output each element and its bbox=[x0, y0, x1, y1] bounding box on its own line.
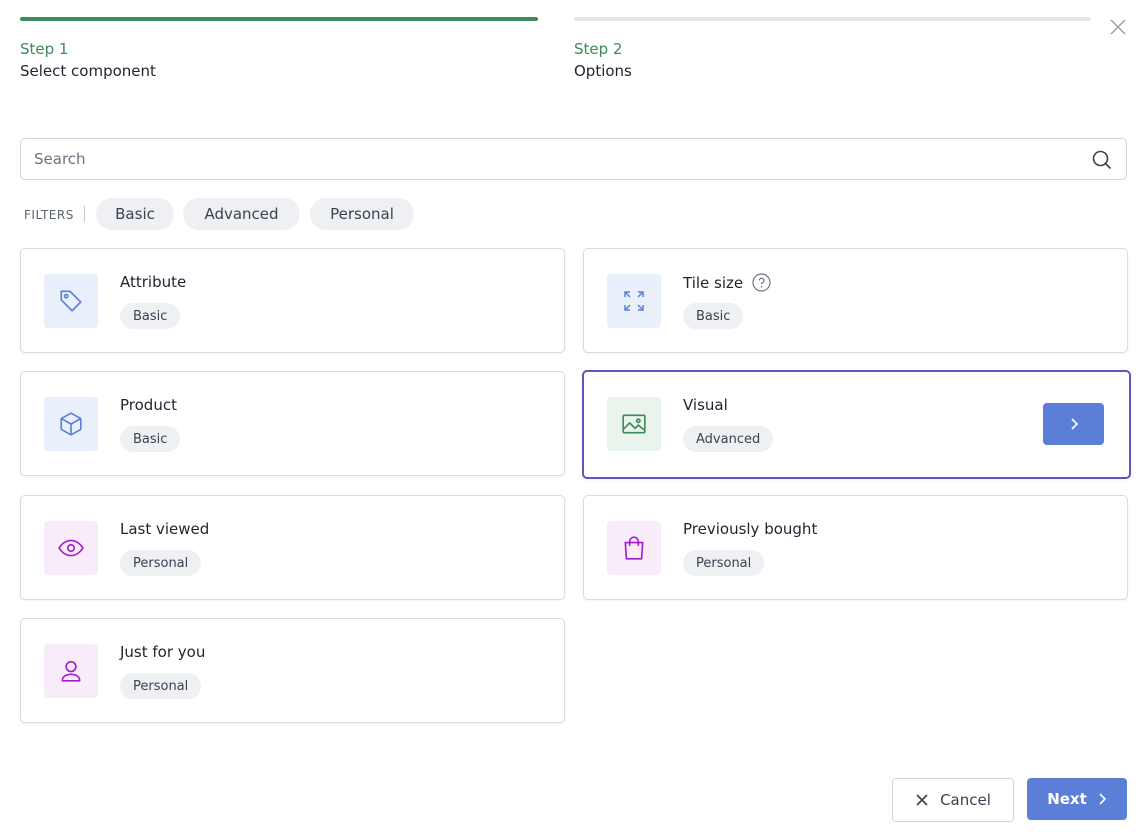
card-icon bbox=[44, 397, 98, 451]
card-title: Product bbox=[120, 396, 177, 414]
card-icon bbox=[607, 521, 661, 575]
continue-button[interactable] bbox=[1043, 403, 1104, 445]
card-icon bbox=[607, 274, 661, 328]
search-placeholder: Search bbox=[34, 150, 86, 168]
card-icon bbox=[44, 274, 98, 328]
cancel-button[interactable]: Cancel bbox=[892, 778, 1014, 822]
filter-chip[interactable]: Personal bbox=[310, 198, 414, 230]
step-progress bbox=[574, 17, 1091, 21]
card-tag: Advanced bbox=[683, 426, 774, 452]
step-label: Step 2 bbox=[574, 40, 623, 58]
component-card[interactable]: Product Basic bbox=[20, 371, 565, 476]
search-box[interactable]: Search bbox=[20, 138, 1127, 180]
card-tag: Personal bbox=[120, 550, 202, 576]
card-title: Visual bbox=[683, 396, 728, 414]
component-card[interactable]: Last viewed Personal bbox=[20, 495, 565, 600]
help-icon[interactable] bbox=[752, 273, 771, 292]
card-tag: Personal bbox=[683, 550, 765, 576]
card-title: Tile size bbox=[683, 273, 771, 292]
card-icon bbox=[44, 521, 98, 575]
separator bbox=[84, 206, 85, 222]
filter-chip[interactable]: Basic bbox=[96, 198, 174, 230]
step-progress bbox=[20, 17, 538, 21]
card-title: Previously bought bbox=[683, 520, 818, 538]
filters-label: FILTERS bbox=[24, 208, 74, 222]
component-card[interactable]: Just for you Personal bbox=[20, 618, 565, 723]
component-card[interactable]: Attribute Basic bbox=[20, 248, 565, 353]
card-tag: Basic bbox=[683, 303, 744, 329]
component-card[interactable]: Tile size Basic bbox=[583, 248, 1128, 353]
card-title-text: Tile size bbox=[683, 274, 744, 292]
next-icon bbox=[1099, 793, 1106, 805]
card-title: Last viewed bbox=[120, 520, 210, 538]
filter-chip[interactable]: Advanced bbox=[183, 198, 300, 230]
component-card-selected[interactable]: Visual Advanced bbox=[582, 370, 1131, 479]
next-button[interactable]: Next bbox=[1027, 778, 1127, 820]
card-tag: Personal bbox=[120, 673, 202, 699]
next-label: Next bbox=[1047, 790, 1087, 808]
step-label: Step 1 bbox=[20, 40, 69, 58]
step-title: Options bbox=[574, 62, 632, 80]
card-icon bbox=[44, 644, 98, 698]
card-tag: Basic bbox=[120, 303, 181, 329]
card-tag: Basic bbox=[120, 426, 181, 452]
card-title: Just for you bbox=[120, 643, 206, 661]
card-title: Attribute bbox=[120, 273, 187, 291]
close-button[interactable] bbox=[1110, 19, 1126, 35]
search-icon bbox=[1092, 150, 1112, 170]
cancel-label: Cancel bbox=[940, 791, 991, 809]
step-title: Select component bbox=[20, 62, 156, 80]
cancel-icon bbox=[916, 794, 928, 806]
component-card[interactable]: Previously bought Personal bbox=[583, 495, 1128, 600]
card-icon bbox=[607, 397, 661, 451]
